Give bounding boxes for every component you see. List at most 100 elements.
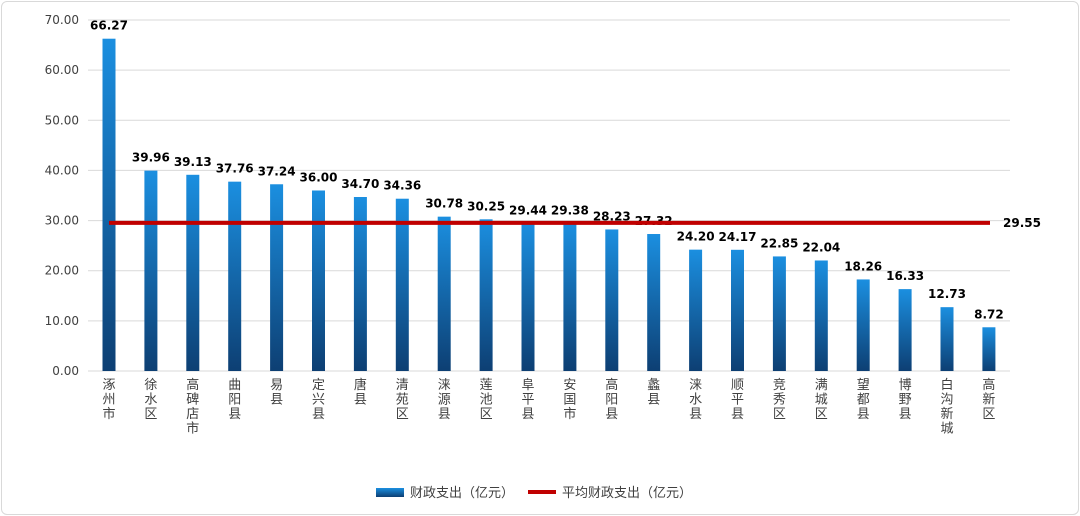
x-tick-label: 碑 (186, 392, 199, 408)
x-tick-label: 县 (228, 407, 241, 422)
x-tick-label: 唐 (354, 377, 367, 393)
x-tick-label: 满 (815, 378, 828, 393)
x-tick-label: 清 (396, 378, 409, 393)
data-label: 66.27 (90, 19, 128, 33)
x-tick-label: 县 (312, 407, 325, 422)
data-label: 22.85 (760, 236, 798, 250)
x-tick-label: 区 (773, 407, 786, 422)
x-tick-label: 竞 (773, 377, 786, 393)
x-tick-label: 县 (899, 407, 912, 422)
x-tick-label: 城 (940, 422, 953, 437)
y-tick-label: 20.00 (45, 264, 79, 278)
bar (940, 307, 954, 371)
data-label: 30.25 (467, 199, 505, 213)
data-label: 37.76 (216, 162, 254, 176)
y-tick-label: 30.00 (45, 214, 79, 228)
data-label: 30.78 (425, 197, 463, 211)
x-tick-label: 区 (815, 407, 828, 422)
bar (982, 327, 996, 371)
x-tick-label: 涿 (102, 378, 115, 393)
legend-label-line: 平均财政支出（亿元） (562, 486, 692, 501)
legend-swatch-bar (376, 488, 404, 497)
x-tick-label: 县 (689, 407, 702, 422)
bar (731, 249, 744, 371)
bars: 66.27 39.96 39.13 37.76 37.24 36.00 34.70 34.36… (90, 19, 1004, 372)
data-label: 36.00 (300, 170, 338, 184)
x-tick-label: 苑 (396, 393, 409, 408)
gridlines (88, 19, 1010, 372)
x-tick-label: 州 (102, 393, 115, 408)
data-label: 39.13 (174, 155, 212, 169)
x-tick-label: 平 (731, 393, 744, 408)
legend: 财政支出（亿元） 平均财政支出（亿元） (376, 486, 692, 501)
x-tick-label: 源 (438, 393, 451, 408)
x-tick-label: 县 (270, 393, 283, 408)
x-tick-label: 阜 (521, 377, 534, 393)
x-tick-label: 安 (563, 378, 576, 393)
x-tick-label: 蠡 (647, 377, 660, 393)
x-tick-label: 涞 (438, 378, 451, 393)
data-label: 12.73 (928, 287, 966, 301)
x-tick-label: 高 (605, 377, 618, 393)
x-tick-label: 县 (605, 407, 618, 422)
bar (395, 198, 409, 371)
data-label: 18.26 (844, 259, 882, 273)
data-label: 8.72 (974, 307, 1004, 321)
x-tick-label: 顺 (731, 378, 744, 393)
data-label: 24.17 (719, 230, 757, 244)
x-tick-label: 区 (982, 407, 995, 422)
data-label: 34.70 (341, 177, 379, 191)
x-axis: 涿州市徐水区高碑店市曲阳县易县定兴县唐县清苑区涞源县莲池区阜平县安国市高阳县蠡县… (102, 377, 995, 437)
x-tick-label: 店 (186, 407, 199, 422)
x-tick-label: 新 (982, 392, 995, 408)
x-tick-label: 区 (480, 407, 493, 422)
x-tick-label: 县 (354, 393, 367, 408)
x-tick-label: 区 (144, 407, 157, 422)
bar (353, 197, 367, 371)
bar (898, 289, 912, 371)
bar (605, 229, 619, 371)
x-tick-label: 高 (982, 377, 995, 393)
x-tick-label: 博 (899, 378, 912, 393)
x-tick-label: 市 (563, 406, 576, 422)
x-tick-label: 都 (857, 393, 870, 408)
data-label: 34.36 (383, 179, 421, 193)
bar (312, 190, 325, 371)
x-tick-label: 徐 (144, 378, 157, 393)
x-tick-label: 水 (689, 393, 702, 408)
x-tick-label: 沟 (940, 393, 953, 408)
average-line-group: 29.55 (109, 216, 1041, 230)
x-tick-label: 县 (438, 407, 451, 422)
y-axis: 0.00 10.00 20.00 30.00 40.00 50.00 60.00 70.00 (45, 13, 79, 378)
bar (856, 279, 870, 371)
y-tick-label: 0.00 (52, 364, 79, 378)
x-tick-label: 县 (521, 407, 534, 422)
x-tick-label: 曲 (228, 378, 241, 393)
bar (647, 234, 661, 371)
x-tick-label: 国 (563, 393, 576, 408)
x-tick-label: 涞 (689, 378, 702, 393)
bar (689, 249, 703, 371)
x-tick-label: 水 (144, 393, 157, 408)
x-tick-label: 高 (186, 377, 199, 393)
x-tick-label: 市 (102, 406, 115, 422)
x-tick-label: 望 (857, 377, 870, 393)
y-tick-label: 60.00 (45, 63, 79, 77)
x-tick-label: 区 (396, 407, 409, 422)
bar (228, 181, 242, 371)
x-tick-label: 易 (270, 378, 283, 393)
bar (186, 174, 200, 371)
y-tick-label: 40.00 (45, 163, 79, 177)
x-tick-label: 平 (521, 393, 534, 408)
x-tick-label: 兴 (312, 393, 325, 408)
bar (144, 170, 158, 371)
data-label: 16.33 (886, 269, 924, 283)
y-tick-label: 70.00 (45, 13, 79, 27)
y-tick-label: 50.00 (45, 113, 79, 127)
legend-label-bar: 财政支出（亿元） (410, 486, 514, 501)
x-tick-label: 莲 (480, 378, 493, 393)
x-tick-label: 池 (480, 393, 493, 408)
x-tick-label: 阳 (605, 393, 618, 408)
x-tick-label: 野 (899, 393, 912, 408)
